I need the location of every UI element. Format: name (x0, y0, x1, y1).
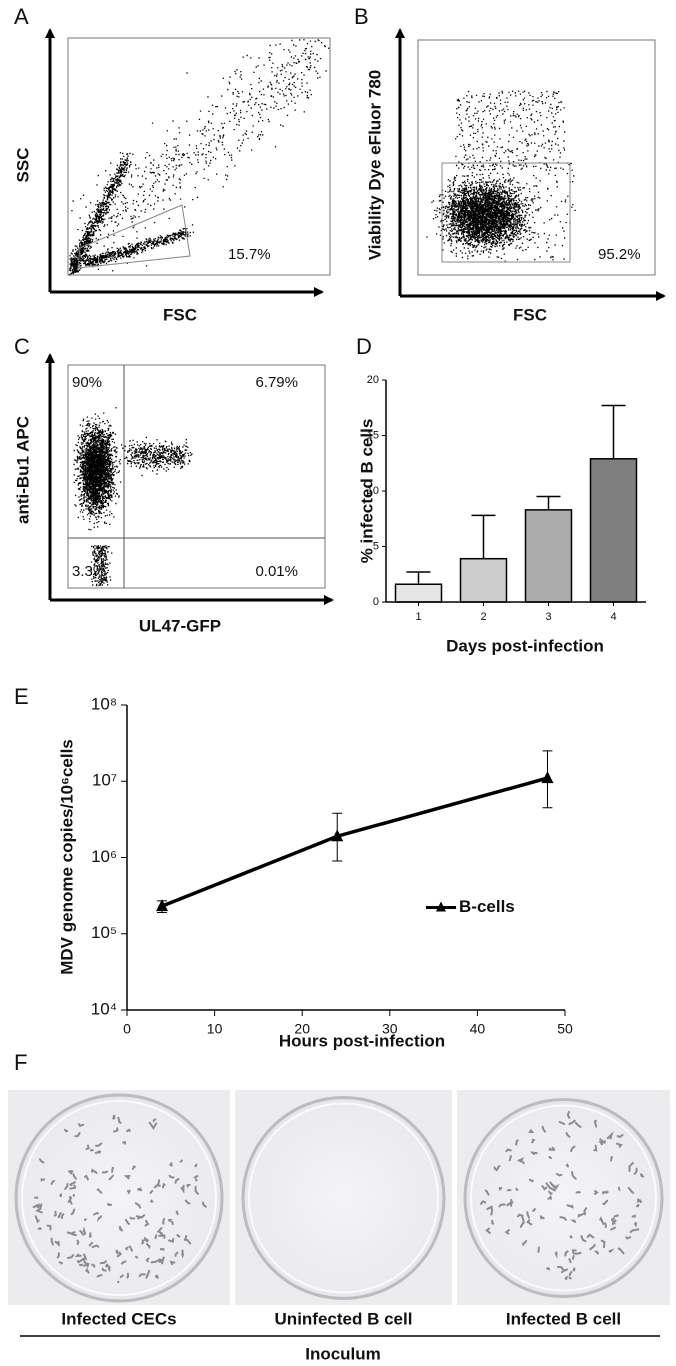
plate-dish (241, 1096, 446, 1300)
x-tick-label: 1 (415, 611, 421, 623)
plaques (32, 1114, 207, 1284)
plot-frame (67, 37, 331, 276)
panel-label: D (356, 334, 372, 359)
y-tick-label: 10 (367, 485, 379, 497)
plate-label: Infected CECs (61, 1309, 176, 1328)
plate-rim (21, 1100, 217, 1296)
y-tick-label: 0 (373, 596, 379, 608)
bar (524, 509, 573, 603)
x-tick-label: 40 (470, 1021, 486, 1037)
panel-label: A (14, 4, 29, 29)
gate-outline (77, 204, 191, 269)
y-axis-label: SSC (13, 148, 32, 183)
x-tick-label: 0 (123, 1021, 131, 1037)
y-tick-label: 20 (367, 374, 379, 386)
x-tick-label: 3 (545, 611, 551, 623)
x-axis-label: FSC (513, 305, 547, 324)
x-axis-label: FSC (163, 305, 197, 324)
x-axis-label: Hours post-infection (279, 1031, 445, 1050)
bar (394, 583, 443, 603)
x-tick-label: 30 (382, 1021, 398, 1037)
x-tick-label: 2 (480, 611, 486, 623)
bar (589, 458, 638, 603)
bar (459, 557, 508, 603)
plot-frame (417, 39, 656, 276)
event-dots (69, 39, 330, 276)
series-line (161, 776, 548, 908)
group-label: Inoculum (305, 1344, 381, 1363)
y-axis-label: % infected B cells (357, 419, 376, 564)
plate-rim (248, 1102, 439, 1294)
y-tick-label: 10⁶ (91, 847, 117, 866)
gate-percentage: 15.7% (228, 246, 271, 263)
y-tick-label: 10⁴ (91, 999, 117, 1018)
gate-percentage: 3.3% (72, 563, 106, 580)
panel-label: B (354, 4, 369, 29)
plate-label: Uninfected B cell (275, 1309, 413, 1328)
gate-percentage: 6.79% (255, 374, 298, 391)
x-axis-label: UL47-GFP (139, 616, 221, 635)
gate-percentage: 95.2% (598, 246, 641, 263)
y-axis-label: anti-Bu1 APC (13, 416, 32, 524)
panel-label: C (14, 334, 30, 359)
gate-percentage: 0.01% (255, 563, 298, 580)
y-tick-label: 10⁷ (92, 771, 117, 790)
y-tick-label: 10⁵ (91, 923, 117, 942)
x-tick-label: 50 (557, 1021, 573, 1037)
x-tick-label: 4 (610, 611, 616, 623)
event-dots (73, 407, 193, 587)
x-tick-label: 20 (294, 1021, 310, 1037)
y-axis-label: Viability Dye eFluor 780 (365, 70, 384, 261)
point-marker (156, 899, 169, 912)
gate-percentage: 90% (72, 374, 102, 391)
plate-dish (14, 1093, 224, 1303)
plaques (480, 1110, 645, 1281)
y-tick-label: 5 (373, 540, 379, 552)
plate-label: Infected B cell (506, 1309, 621, 1328)
event-dots (426, 90, 576, 262)
legend-marker (436, 901, 446, 912)
panel-label: E (14, 684, 29, 709)
point-marker (541, 771, 554, 784)
plate-dish (463, 1098, 664, 1298)
x-tick-label: 10 (207, 1021, 223, 1037)
y-tick-label: 15 (367, 429, 379, 441)
plate-rim (470, 1104, 657, 1292)
point-marker (331, 829, 344, 842)
y-tick-label: 10⁸ (91, 694, 117, 713)
gate-outline (441, 162, 571, 263)
panel-label: F (14, 1050, 27, 1075)
x-axis-label: Days post-infection (446, 636, 604, 655)
legend-label: B-cells (459, 897, 515, 916)
plot-frame (67, 364, 326, 589)
y-axis-label: MDV genome copies/10⁶cells (57, 739, 76, 975)
